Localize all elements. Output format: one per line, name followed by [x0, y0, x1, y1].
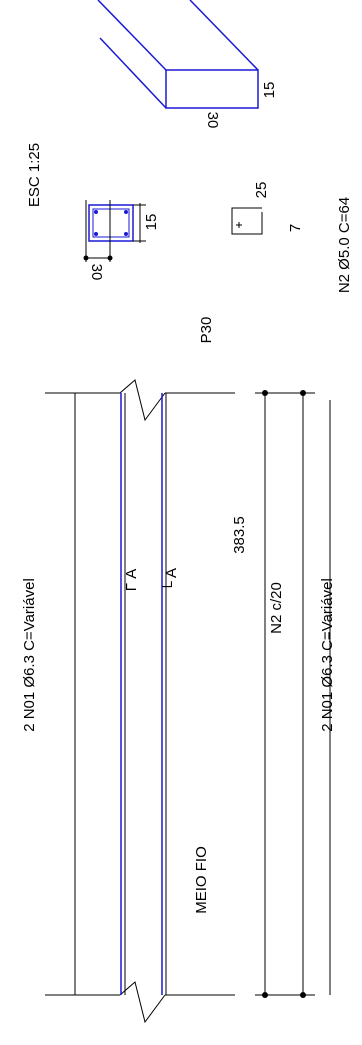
section — [83, 200, 146, 262]
pillar-label: P30 — [198, 317, 215, 344]
scale: ESC 1:25 — [26, 143, 43, 207]
stirrup-short: 7 — [287, 224, 304, 232]
stirrup-spacing: N2 c/20 — [268, 582, 285, 634]
cut-bottom: └ A — [162, 568, 180, 592]
cut-top: Γ A — [123, 569, 140, 591]
section-dim-height: 15 — [143, 214, 160, 231]
iso-dim-height: 15 — [261, 82, 278, 99]
top-bar-label: 2 N01 Ø6.3 C=Variável — [21, 578, 38, 732]
bottom-bar-label: 2 N01 Ø6.3 C=Variável — [319, 578, 336, 732]
stirrup-label: N2 Ø5.0 C=64 — [336, 197, 353, 293]
section-dim-width: 30 — [88, 264, 105, 281]
iso-dim-width: 30 — [204, 112, 221, 129]
stirrup-hook — [236, 222, 242, 228]
stirrup — [231, 207, 263, 235]
elevation — [45, 379, 331, 1024]
iso-beam — [97, 0, 259, 109]
length-dim: 383.5 — [231, 516, 248, 554]
note: MEIO FIO — [193, 846, 210, 914]
stirrup-long: 25 — [253, 182, 270, 199]
